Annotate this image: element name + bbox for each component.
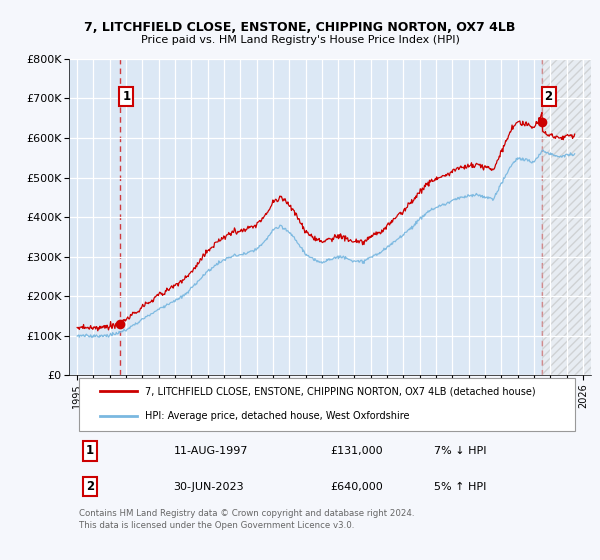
Text: £131,000: £131,000 (330, 446, 383, 456)
Text: 11-AUG-1997: 11-AUG-1997 (173, 446, 248, 456)
Text: 5% ↑ HPI: 5% ↑ HPI (434, 482, 487, 492)
Text: 1: 1 (86, 444, 94, 458)
Text: Price paid vs. HM Land Registry's House Price Index (HPI): Price paid vs. HM Land Registry's House … (140, 35, 460, 45)
Text: 30-JUN-2023: 30-JUN-2023 (173, 482, 244, 492)
Text: HPI: Average price, detached house, West Oxfordshire: HPI: Average price, detached house, West… (145, 412, 409, 422)
Text: 2: 2 (545, 90, 553, 104)
FancyBboxPatch shape (79, 379, 575, 431)
Text: £640,000: £640,000 (330, 482, 383, 492)
Text: 7% ↓ HPI: 7% ↓ HPI (434, 446, 487, 456)
Text: 2: 2 (86, 480, 94, 493)
Text: 7, LITCHFIELD CLOSE, ENSTONE, CHIPPING NORTON, OX7 4LB: 7, LITCHFIELD CLOSE, ENSTONE, CHIPPING N… (85, 21, 515, 34)
Text: Contains HM Land Registry data © Crown copyright and database right 2024.
This d: Contains HM Land Registry data © Crown c… (79, 509, 415, 530)
Text: 7, LITCHFIELD CLOSE, ENSTONE, CHIPPING NORTON, OX7 4LB (detached house): 7, LITCHFIELD CLOSE, ENSTONE, CHIPPING N… (145, 386, 535, 396)
Text: 1: 1 (122, 90, 130, 104)
